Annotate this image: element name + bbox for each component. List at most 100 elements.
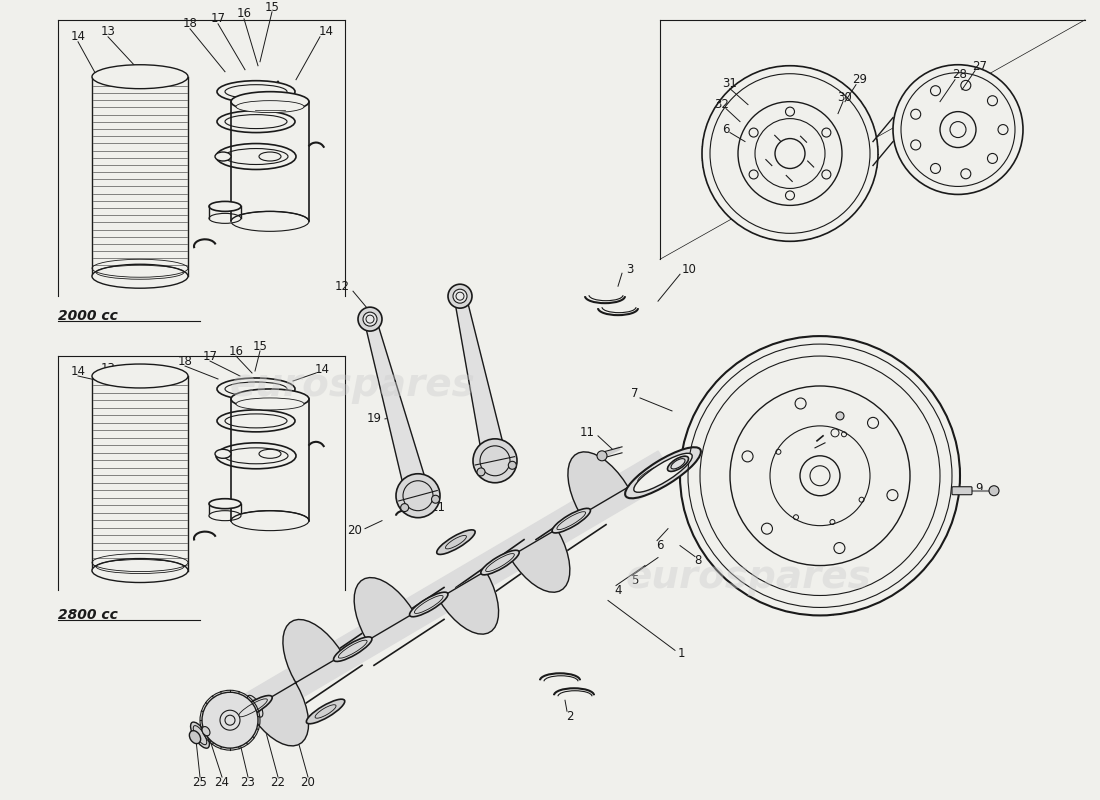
Text: 25: 25 xyxy=(192,775,208,789)
Ellipse shape xyxy=(409,592,448,617)
Ellipse shape xyxy=(214,450,231,458)
Circle shape xyxy=(508,462,516,470)
Text: 13: 13 xyxy=(100,26,116,38)
Circle shape xyxy=(702,66,878,242)
Text: 27: 27 xyxy=(972,60,988,74)
Circle shape xyxy=(448,284,472,308)
Text: 20: 20 xyxy=(300,775,316,789)
Text: 14: 14 xyxy=(315,362,330,375)
Polygon shape xyxy=(354,578,415,641)
Circle shape xyxy=(776,138,805,169)
Ellipse shape xyxy=(217,378,295,400)
Ellipse shape xyxy=(214,152,231,161)
Text: 8: 8 xyxy=(694,554,702,567)
Ellipse shape xyxy=(224,149,288,165)
Ellipse shape xyxy=(258,450,280,458)
Ellipse shape xyxy=(481,550,519,575)
Polygon shape xyxy=(283,619,343,683)
Ellipse shape xyxy=(668,456,689,471)
Ellipse shape xyxy=(92,558,188,582)
Ellipse shape xyxy=(217,81,295,102)
Polygon shape xyxy=(364,318,430,499)
Text: 6: 6 xyxy=(657,539,663,552)
Circle shape xyxy=(680,336,960,615)
Circle shape xyxy=(396,474,440,518)
Text: 15: 15 xyxy=(253,339,267,353)
Ellipse shape xyxy=(209,214,241,223)
Ellipse shape xyxy=(217,110,295,133)
Circle shape xyxy=(893,65,1023,194)
Circle shape xyxy=(400,504,409,511)
Text: eurospares: eurospares xyxy=(229,366,475,404)
Text: 21: 21 xyxy=(430,501,446,514)
Text: 14: 14 xyxy=(319,26,333,38)
Text: 18: 18 xyxy=(183,18,197,30)
Text: 10: 10 xyxy=(682,262,697,276)
Text: 16: 16 xyxy=(229,345,243,358)
Ellipse shape xyxy=(226,382,287,396)
Circle shape xyxy=(363,312,377,326)
Ellipse shape xyxy=(258,152,280,161)
Text: 7: 7 xyxy=(631,387,639,401)
Text: 20: 20 xyxy=(348,524,362,537)
Circle shape xyxy=(202,692,258,748)
Ellipse shape xyxy=(216,443,296,469)
Text: 31: 31 xyxy=(723,77,737,90)
Text: 2: 2 xyxy=(566,710,574,722)
Text: 32: 32 xyxy=(715,98,729,111)
Ellipse shape xyxy=(226,85,287,98)
Text: 15: 15 xyxy=(265,2,279,14)
Polygon shape xyxy=(509,529,570,592)
Ellipse shape xyxy=(226,114,287,129)
Polygon shape xyxy=(438,570,498,634)
Circle shape xyxy=(358,307,382,331)
Ellipse shape xyxy=(437,530,475,554)
Ellipse shape xyxy=(92,264,188,288)
Circle shape xyxy=(431,495,440,503)
Ellipse shape xyxy=(236,398,304,410)
Text: 29: 29 xyxy=(852,73,868,86)
Text: 12: 12 xyxy=(336,280,350,293)
Ellipse shape xyxy=(209,510,241,521)
Ellipse shape xyxy=(226,414,287,428)
Text: 11: 11 xyxy=(580,426,595,439)
Circle shape xyxy=(473,439,517,482)
Ellipse shape xyxy=(231,510,309,530)
Ellipse shape xyxy=(248,695,263,717)
Ellipse shape xyxy=(634,454,692,492)
Ellipse shape xyxy=(216,143,296,170)
Text: 17: 17 xyxy=(210,12,225,26)
Ellipse shape xyxy=(333,637,372,662)
Ellipse shape xyxy=(92,364,188,388)
Ellipse shape xyxy=(625,447,701,498)
Text: 23: 23 xyxy=(241,775,255,789)
Text: 14: 14 xyxy=(70,30,86,43)
Text: 14: 14 xyxy=(70,365,86,378)
Polygon shape xyxy=(568,452,628,515)
Circle shape xyxy=(453,290,468,303)
Text: 2000 cc: 2000 cc xyxy=(58,309,118,323)
Text: 13: 13 xyxy=(100,362,116,374)
Text: 26: 26 xyxy=(872,386,887,399)
Ellipse shape xyxy=(189,730,200,744)
Text: 5: 5 xyxy=(631,574,639,587)
Circle shape xyxy=(989,486,999,496)
Text: 1: 1 xyxy=(678,647,685,660)
FancyBboxPatch shape xyxy=(952,486,972,494)
Polygon shape xyxy=(248,682,309,746)
Text: 4: 4 xyxy=(614,584,622,597)
Text: 9: 9 xyxy=(975,482,982,495)
Polygon shape xyxy=(231,451,674,730)
Ellipse shape xyxy=(836,412,844,420)
Text: 2800 cc: 2800 cc xyxy=(58,609,118,622)
Ellipse shape xyxy=(632,461,671,486)
Ellipse shape xyxy=(307,699,344,724)
Ellipse shape xyxy=(236,101,304,113)
Text: 6: 6 xyxy=(723,123,729,136)
Text: 16: 16 xyxy=(236,7,252,20)
Text: 3: 3 xyxy=(626,262,634,276)
Ellipse shape xyxy=(217,410,295,432)
Circle shape xyxy=(220,710,240,730)
Ellipse shape xyxy=(190,722,209,748)
Ellipse shape xyxy=(231,389,309,409)
